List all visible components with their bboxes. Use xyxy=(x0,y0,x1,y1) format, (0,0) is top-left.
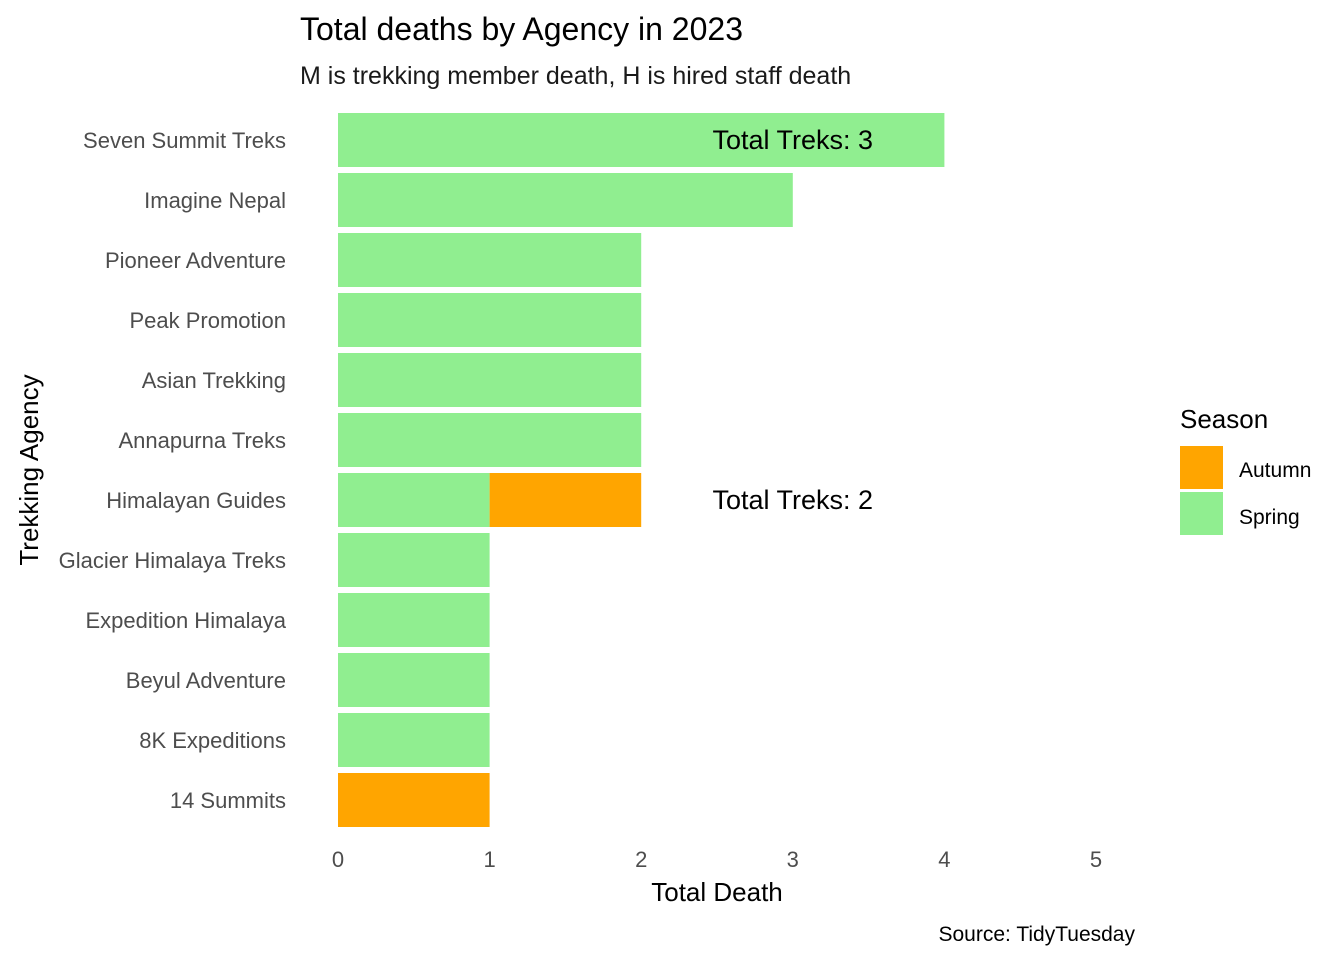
legend-label-spring: Spring xyxy=(1239,506,1300,529)
bar-himalayan-guides-autumn xyxy=(489,473,642,527)
y-tick-8k-expeditions: 8K Expeditions xyxy=(139,728,286,753)
x-tick-labels: 0 1 2 3 4 5 xyxy=(332,847,1102,872)
bars-group xyxy=(338,113,945,827)
x-axis-title: Total Death xyxy=(651,877,783,907)
annotation-himalayan-guides: Total Treks: 2 xyxy=(713,485,874,515)
bar-beyul-adventure-spring xyxy=(338,653,490,707)
y-tick-pioneer-adventure: Pioneer Adventure xyxy=(105,248,286,273)
bar-expedition-himalaya-spring xyxy=(338,593,490,647)
chart-title: Total deaths by Agency in 2023 xyxy=(300,11,743,47)
bar-glacier-himalaya-treks-spring xyxy=(338,533,490,587)
y-axis-title: Trekking Agency xyxy=(14,374,44,565)
bar-pioneer-adventure-spring xyxy=(338,233,642,287)
legend-swatch-spring xyxy=(1180,492,1223,535)
annotations: Total Treks: 3 Total Treks: 2 xyxy=(713,125,874,515)
y-tick-annapurna-treks: Annapurna Treks xyxy=(118,428,286,453)
y-tick-peak-promotion: Peak Promotion xyxy=(129,308,286,333)
bar-annapurna-treks-spring xyxy=(338,413,642,467)
x-tick-3: 3 xyxy=(787,847,799,872)
y-tick-glacier-himalaya-treks: Glacier Himalaya Treks xyxy=(59,548,286,573)
y-tick-asian-trekking: Asian Trekking xyxy=(142,368,286,393)
y-tick-imagine-nepal: Imagine Nepal xyxy=(144,188,286,213)
legend-label-autumn: Autumn xyxy=(1239,459,1311,482)
y-tick-expedition-himalaya: Expedition Himalaya xyxy=(85,608,286,633)
bar-peak-promotion-spring xyxy=(338,293,642,347)
x-tick-2: 2 xyxy=(635,847,647,872)
y-tick-labels: Seven Summit Treks Imagine Nepal Pioneer A… xyxy=(59,128,287,813)
x-tick-4: 4 xyxy=(938,847,950,872)
chart-subtitle: M is trekking member death, H is hired s… xyxy=(300,62,851,90)
legend-title: Season xyxy=(1180,404,1268,434)
y-tick-seven-summit-treks: Seven Summit Treks xyxy=(83,128,286,153)
bar-seven-summit-treks-spring xyxy=(338,113,945,167)
bar-asian-trekking-spring xyxy=(338,353,642,407)
y-tick-14-summits: 14 Summits xyxy=(170,788,286,813)
y-tick-himalayan-guides: Himalayan Guides xyxy=(106,488,286,513)
legend-swatch-autumn xyxy=(1180,446,1223,489)
y-tick-beyul-adventure: Beyul Adventure xyxy=(126,668,286,693)
bar-himalayan-guides-spring xyxy=(338,473,490,527)
bar-8k-expeditions-spring xyxy=(338,713,490,767)
caption: Source: TidyTuesday xyxy=(939,923,1136,946)
x-tick-0: 0 xyxy=(332,847,344,872)
x-tick-5: 5 xyxy=(1090,847,1102,872)
legend: Season Autumn Spring xyxy=(1180,404,1311,535)
x-tick-1: 1 xyxy=(483,847,495,872)
bar-imagine-nepal-spring xyxy=(338,173,793,227)
bar-14-summits-autumn xyxy=(338,773,490,827)
annotation-seven-summit-treks: Total Treks: 3 xyxy=(713,125,874,155)
